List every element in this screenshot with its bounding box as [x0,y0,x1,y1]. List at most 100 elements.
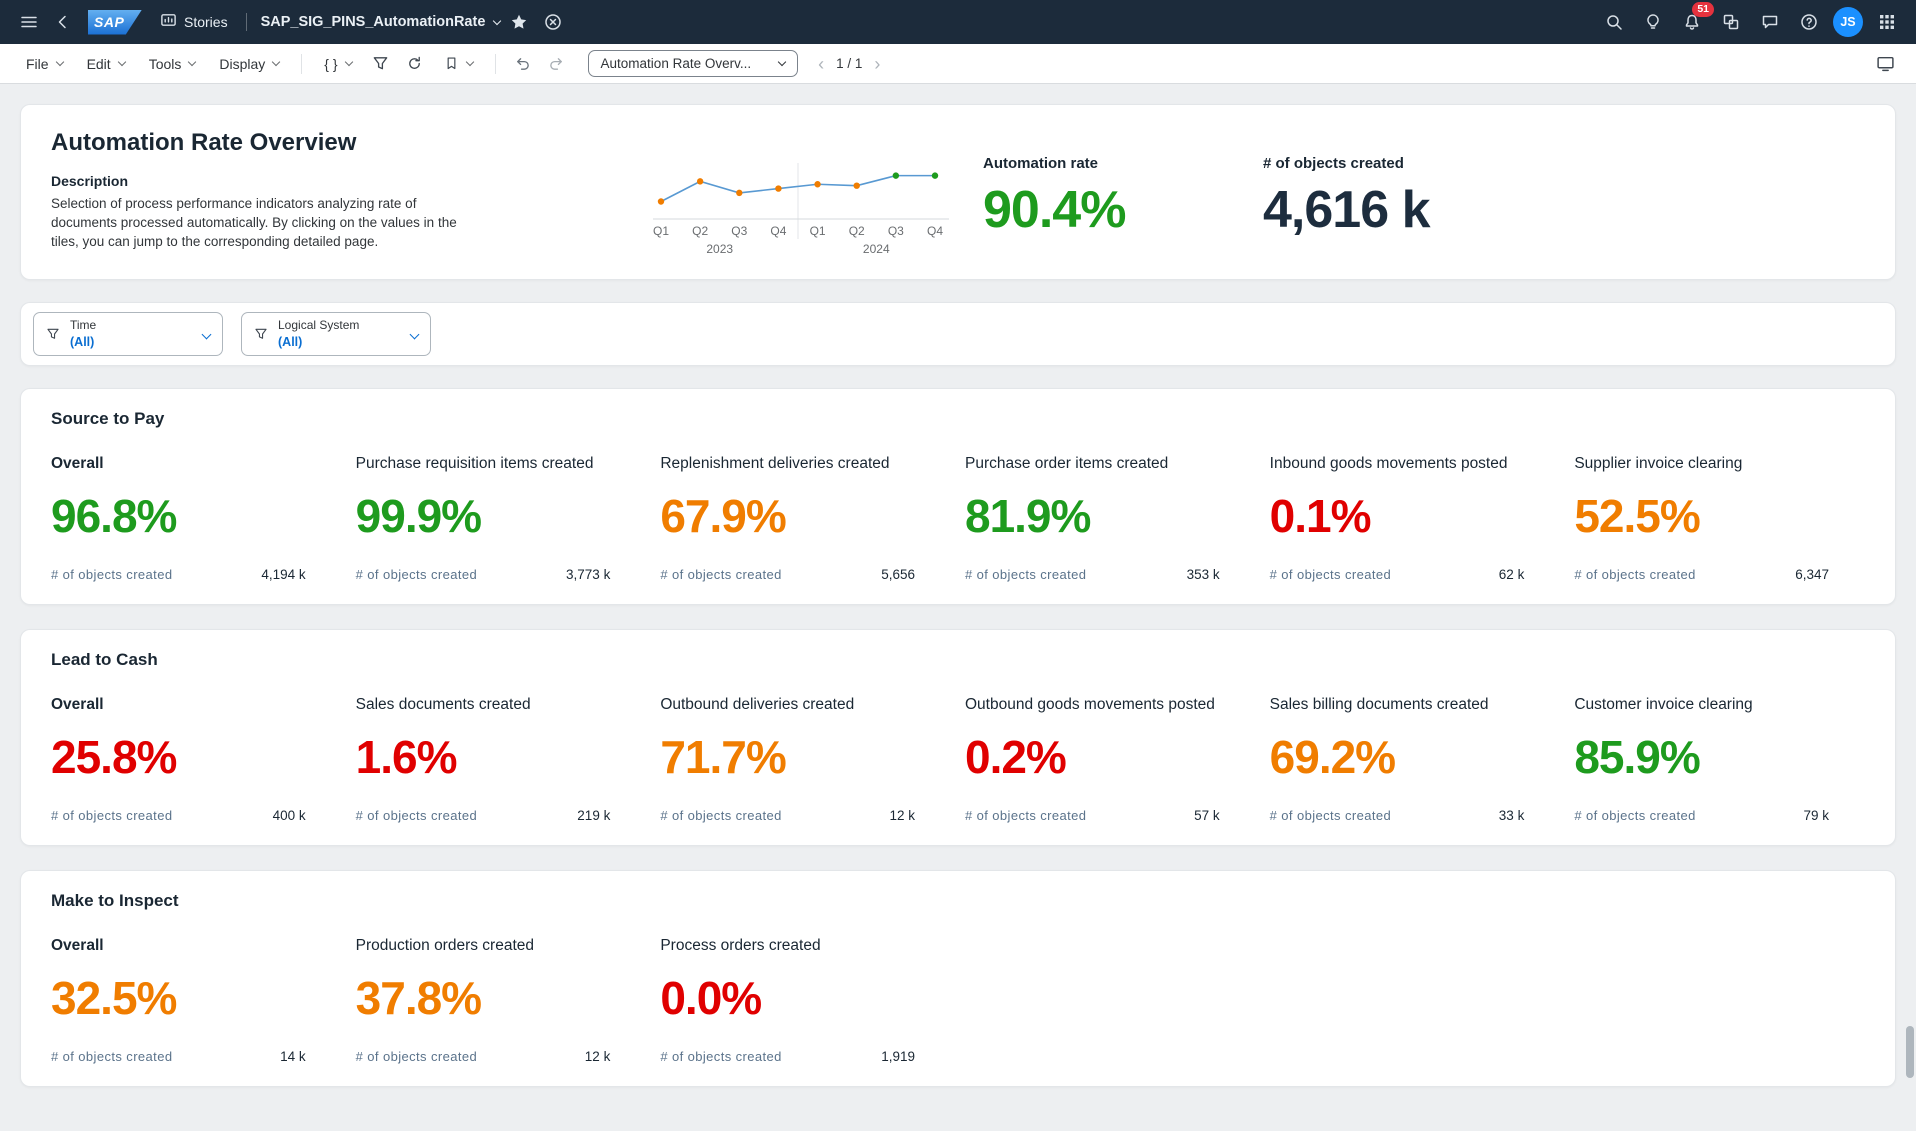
menu-tools-label: Tools [149,56,182,72]
objects-label: # of objects created [1574,567,1695,582]
refresh-icon[interactable] [400,49,430,79]
page-title: Automation Rate Overview [51,129,651,157]
app-launcher-icon[interactable] [1872,7,1902,37]
tile-value[interactable]: 69.2% [1270,730,1561,784]
filter-label: Time [70,318,96,334]
menu-display[interactable]: Display [209,50,289,78]
tile-value[interactable]: 0.0% [660,971,951,1025]
tile-label: Process orders created [660,937,951,955]
story-title[interactable]: SAP_SIG_PINS_AutomationRate [261,14,501,30]
tile-label: Overall [51,937,342,955]
tile-value[interactable]: 0.1% [1270,489,1561,543]
insights-icon[interactable] [1638,7,1668,37]
svg-text:2023: 2023 [706,242,733,256]
tile-value[interactable]: 96.8% [51,489,342,543]
tile-label: Inbound goods movements posted [1270,455,1561,473]
kpi-automation-rate[interactable]: Automation rate 90.4% [983,155,1263,261]
menu-tools[interactable]: Tools [139,50,206,78]
tile-label: Outbound deliveries created [660,696,951,714]
objects-label: # of objects created [1574,808,1695,823]
story-canvas: Automation Rate Overview Description Sel… [0,84,1916,1131]
scrollbar-thumb[interactable] [1906,1026,1914,1078]
next-page-icon[interactable]: › [874,55,880,73]
notifications-icon[interactable]: 51 [1677,7,1707,37]
tile-value[interactable]: 37.8% [356,971,647,1025]
tile-label: Overall [51,696,342,714]
objects-label: # of objects created [660,808,781,823]
divider [246,13,247,31]
chevron-down-icon [188,58,196,66]
objects-value: 33 k [1499,808,1525,823]
filter-icon[interactable] [366,49,396,79]
tile-value[interactable]: 1.6% [356,730,647,784]
menu-file[interactable]: File [16,50,73,78]
notification-badge: 51 [1692,2,1714,17]
back-icon[interactable] [48,7,78,37]
filter-logical-system[interactable]: Logical System (All) [241,312,431,356]
search-icon[interactable] [1599,7,1629,37]
kpi-tile[interactable]: Outbound deliveries created 71.7% # of obj… [660,696,951,823]
stories-nav[interactable]: Stories [156,12,232,32]
bookmark-menu[interactable] [434,50,483,77]
comments-icon[interactable] [1755,7,1785,37]
tile-value[interactable]: 99.9% [356,489,647,543]
content-tiles-icon[interactable] [1716,7,1746,37]
description-text: Selection of process performance indicat… [51,195,481,252]
filter-icon [254,327,268,341]
kpi-tile[interactable]: Inbound goods movements posted 0.1% # of o… [1270,455,1561,582]
story-title-text: SAP_SIG_PINS_AutomationRate [261,14,486,30]
discard-icon[interactable] [538,7,568,37]
section-title: Lead to Cash [51,650,1865,670]
prev-page-icon[interactable]: ‹ [818,55,824,73]
avatar[interactable]: JS [1833,7,1863,37]
objects-value: 62 k [1499,567,1525,582]
help-icon[interactable] [1794,7,1824,37]
tile-value[interactable]: 52.5% [1574,489,1865,543]
tile-value[interactable]: 0.2% [965,730,1256,784]
display-mode-icon[interactable] [1870,49,1900,79]
redo-icon[interactable] [542,49,572,79]
menu-icon[interactable] [14,7,44,37]
menu-file-label: File [26,56,49,72]
tile-value[interactable]: 25.8% [51,730,342,784]
objects-label: # of objects created [660,567,781,582]
filter-icon [46,327,60,341]
filter-time[interactable]: Time (All) [33,312,223,356]
menu-edit[interactable]: Edit [77,50,135,78]
tile-value[interactable]: 67.9% [660,489,951,543]
page-select[interactable]: Automation Rate Overv... [588,50,799,77]
kpi-value[interactable]: 90.4% [983,180,1263,240]
tile-value[interactable]: 81.9% [965,489,1256,543]
tile-value[interactable]: 71.7% [660,730,951,784]
script-menu[interactable]: { } [314,50,361,78]
divider [301,54,302,74]
undo-icon[interactable] [508,49,538,79]
kpi-objects-created[interactable]: # of objects created 4,616 k [1263,155,1563,261]
kpi-value[interactable]: 4,616 k [1263,180,1563,240]
favorite-icon[interactable] [504,7,534,37]
tile-value[interactable]: 85.9% [1574,730,1865,784]
tile-value[interactable]: 32.5% [51,971,342,1025]
